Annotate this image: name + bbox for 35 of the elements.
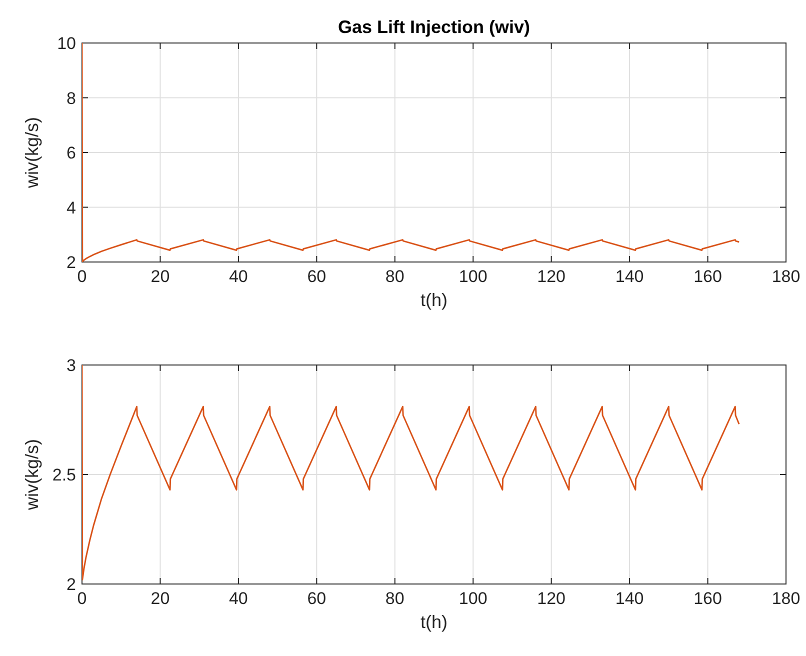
y-tick-label: 8 <box>66 88 76 108</box>
x-tick-label: 0 <box>77 589 87 608</box>
x-tick-label: 100 <box>458 267 488 286</box>
y-tick-label: 10 <box>57 34 76 53</box>
y-tick-label: 6 <box>66 144 76 162</box>
x-tick-label: 100 <box>458 589 488 608</box>
x-axis-title: t(h) <box>420 612 448 632</box>
x-tick-label: 180 <box>772 589 800 608</box>
line-series <box>82 365 740 580</box>
x-tick-label: 180 <box>772 267 800 286</box>
x-tick-label: 120 <box>537 267 566 286</box>
x-tick-label: 160 <box>694 267 722 286</box>
x-tick-label: 20 <box>150 589 170 608</box>
x-tick-label: 0 <box>77 267 87 286</box>
x-tick-label: 80 <box>385 267 404 286</box>
chart-title: Gas Lift Injection (wiv) <box>338 17 530 37</box>
x-axis-title: t(h) <box>420 290 448 310</box>
x-tick-label: 60 <box>307 267 326 286</box>
line-series <box>82 43 740 262</box>
y-axis-title: wiv(kg/s) <box>22 117 42 189</box>
y-tick-label: 2.5 <box>52 466 76 484</box>
y-axis-title: wiv(kg/s) <box>22 439 42 511</box>
x-tick-label: 140 <box>615 589 644 608</box>
y-tick-label: 3 <box>66 356 76 375</box>
y-tick-label: 4 <box>66 198 76 218</box>
x-tick-label: 40 <box>228 589 248 608</box>
x-tick-label: 160 <box>694 589 722 608</box>
x-tick-label: 40 <box>228 267 248 286</box>
x-tick-label: 140 <box>615 267 644 286</box>
x-tick-label: 120 <box>537 589 566 608</box>
x-tick-label: 80 <box>385 589 404 608</box>
y-tick-label: 2 <box>66 253 76 272</box>
y-tick-label: 2 <box>66 575 76 594</box>
x-tick-label: 60 <box>307 589 326 608</box>
x-tick-label: 20 <box>150 267 170 286</box>
